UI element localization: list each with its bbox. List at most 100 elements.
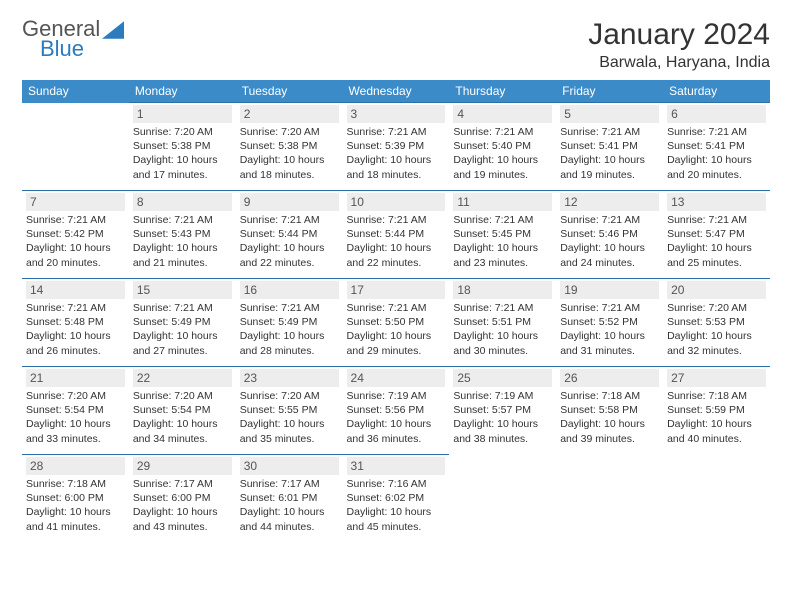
calendar-day-cell: 27 Sunrise: 7:18 AMSunset: 5:59 PMDayligh… (663, 367, 770, 455)
day-info: Sunrise: 7:21 AMSunset: 5:48 PMDaylight:… (26, 301, 125, 358)
calendar-week-row: 14 Sunrise: 7:21 AMSunset: 5:48 PMDayligh… (22, 279, 770, 367)
day-number: 26 (560, 369, 659, 387)
calendar-day-cell: 19 Sunrise: 7:21 AMSunset: 5:52 PMDayligh… (556, 279, 663, 367)
day-info: Sunrise: 7:18 AMSunset: 5:59 PMDaylight:… (667, 389, 766, 446)
calendar-day-cell: 13Sunrise: 7:21 AMSunset: 5:47 PMDayligh… (663, 191, 770, 279)
day-info: Sunrise: 7:19 AMSunset: 5:57 PMDaylight:… (453, 389, 552, 446)
calendar-day-cell: 22 Sunrise: 7:20 AMSunset: 5:54 PMDayligh… (129, 367, 236, 455)
day-number: 19 (560, 281, 659, 299)
calendar-body: 1 Sunrise: 7:20 AMSunset: 5:38 PMDaylight… (22, 103, 770, 543)
day-number: 12 (560, 193, 659, 211)
calendar-day-cell: 29 Sunrise: 7:17 AMSunset: 6:00 PMDayligh… (129, 455, 236, 543)
day-number: 25 (453, 369, 552, 387)
day-number: 14 (26, 281, 125, 299)
weekday-header: Friday (556, 80, 663, 103)
day-info: Sunrise: 7:21 AMSunset: 5:42 PMDaylight:… (26, 213, 125, 270)
calendar-week-row: 1 Sunrise: 7:20 AMSunset: 5:38 PMDaylight… (22, 103, 770, 191)
day-info: Sunrise: 7:21 AMSunset: 5:45 PMDaylight:… (453, 213, 552, 270)
day-number: 3 (347, 105, 446, 123)
calendar-day-cell: 6Sunrise: 7:21 AMSunset: 5:41 PMDaylight… (663, 103, 770, 191)
calendar-day-cell: 15 Sunrise: 7:21 AMSunset: 5:49 PMDayligh… (129, 279, 236, 367)
day-number: 21 (26, 369, 125, 387)
logo-triangle-icon (102, 21, 124, 39)
day-info: Sunrise: 7:21 AMSunset: 5:51 PMDaylight:… (453, 301, 552, 358)
weekday-header: Thursday (449, 80, 556, 103)
weekday-header: Saturday (663, 80, 770, 103)
weekday-header: Sunday (22, 80, 129, 103)
day-number: 20 (667, 281, 766, 299)
day-number: 23 (240, 369, 339, 387)
calendar-day-cell: 5Sunrise: 7:21 AMSunset: 5:41 PMDaylight… (556, 103, 663, 191)
day-number: 7 (26, 193, 125, 211)
calendar-day-cell: 9Sunrise: 7:21 AMSunset: 5:44 PMDaylight… (236, 191, 343, 279)
day-info: Sunrise: 7:20 AMSunset: 5:53 PMDaylight:… (667, 301, 766, 358)
weekday-header: Wednesday (343, 80, 450, 103)
calendar-week-row: 7 Sunrise: 7:21 AMSunset: 5:42 PMDaylight… (22, 191, 770, 279)
day-number: 22 (133, 369, 232, 387)
title-block: January 2024 Barwala, Haryana, India (588, 18, 770, 72)
weekday-header: Monday (129, 80, 236, 103)
day-number: 15 (133, 281, 232, 299)
day-info: Sunrise: 7:21 AMSunset: 5:43 PMDaylight:… (133, 213, 232, 270)
calendar-week-row: 28Sunrise: 7:18 AMSunset: 6:00 PMDayligh… (22, 455, 770, 543)
calendar-day-cell: 10Sunrise: 7:21 AMSunset: 5:44 PMDayligh… (343, 191, 450, 279)
day-info: Sunrise: 7:21 AMSunset: 5:50 PMDaylight:… (347, 301, 446, 358)
calendar-day-cell: 17 Sunrise: 7:21 AMSunset: 5:50 PMDayligh… (343, 279, 450, 367)
day-number: 29 (133, 457, 232, 475)
calendar-week-row: 21 Sunrise: 7:20 AMSunset: 5:54 PMDayligh… (22, 367, 770, 455)
day-number: 18 (453, 281, 552, 299)
calendar-day-cell: 24Sunrise: 7:19 AMSunset: 5:56 PMDayligh… (343, 367, 450, 455)
day-info: Sunrise: 7:17 AMSunset: 6:01 PMDaylight:… (240, 477, 339, 534)
day-info: Sunrise: 7:20 AMSunset: 5:54 PMDaylight:… (133, 389, 232, 446)
calendar-day-cell: 26 Sunrise: 7:18 AMSunset: 5:58 PMDayligh… (556, 367, 663, 455)
calendar-day-cell: 16Sunrise: 7:21 AMSunset: 5:49 PMDayligh… (236, 279, 343, 367)
calendar-day-cell: 2Sunrise: 7:20 AMSunset: 5:38 PMDaylight… (236, 103, 343, 191)
day-number: 11 (453, 193, 552, 211)
day-number: 10 (347, 193, 446, 211)
calendar-day-cell: 25 Sunrise: 7:19 AMSunset: 5:57 PMDayligh… (449, 367, 556, 455)
calendar-day-cell: 21 Sunrise: 7:20 AMSunset: 5:54 PMDayligh… (22, 367, 129, 455)
logo-text-blue: Blue (40, 38, 124, 60)
day-info: Sunrise: 7:21 AMSunset: 5:41 PMDaylight:… (560, 125, 659, 182)
calendar-day-cell: 20 Sunrise: 7:20 AMSunset: 5:53 PMDayligh… (663, 279, 770, 367)
calendar-day-cell: 18 Sunrise: 7:21 AMSunset: 5:51 PMDayligh… (449, 279, 556, 367)
day-number: 13 (667, 193, 766, 211)
day-info: Sunrise: 7:21 AMSunset: 5:49 PMDaylight:… (240, 301, 339, 358)
day-info: Sunrise: 7:21 AMSunset: 5:46 PMDaylight:… (560, 213, 659, 270)
calendar-day-cell: 1 Sunrise: 7:20 AMSunset: 5:38 PMDaylight… (129, 103, 236, 191)
day-info: Sunrise: 7:21 AMSunset: 5:41 PMDaylight:… (667, 125, 766, 182)
day-info: Sunrise: 7:16 AMSunset: 6:02 PMDaylight:… (347, 477, 446, 534)
day-info: Sunrise: 7:17 AMSunset: 6:00 PMDaylight:… (133, 477, 232, 534)
day-info: Sunrise: 7:18 AMSunset: 5:58 PMDaylight:… (560, 389, 659, 446)
day-info: Sunrise: 7:21 AMSunset: 5:52 PMDaylight:… (560, 301, 659, 358)
calendar-day-cell: 11 Sunrise: 7:21 AMSunset: 5:45 PMDayligh… (449, 191, 556, 279)
day-number: 27 (667, 369, 766, 387)
calendar-day-cell: 8 Sunrise: 7:21 AMSunset: 5:43 PMDaylight… (129, 191, 236, 279)
calendar-day-cell: 7 Sunrise: 7:21 AMSunset: 5:42 PMDaylight… (22, 191, 129, 279)
day-number: 1 (133, 105, 232, 123)
day-number: 2 (240, 105, 339, 123)
day-info: Sunrise: 7:21 AMSunset: 5:40 PMDaylight:… (453, 125, 552, 182)
calendar-header-row: SundayMondayTuesdayWednesdayThursdayFrid… (22, 80, 770, 103)
day-number: 17 (347, 281, 446, 299)
calendar-day-cell: 4Sunrise: 7:21 AMSunset: 5:40 PMDaylight… (449, 103, 556, 191)
calendar-day-cell: 23 Sunrise: 7:20 AMSunset: 5:55 PMDayligh… (236, 367, 343, 455)
calendar-day-cell: 31Sunrise: 7:16 AMSunset: 6:02 PMDayligh… (343, 455, 450, 543)
calendar-day-cell (556, 455, 663, 543)
weekday-header: Tuesday (236, 80, 343, 103)
calendar-day-cell: 28Sunrise: 7:18 AMSunset: 6:00 PMDayligh… (22, 455, 129, 543)
location-label: Barwala, Haryana, India (588, 54, 770, 72)
calendar-day-cell: 3 Sunrise: 7:21 AMSunset: 5:39 PMDaylight… (343, 103, 450, 191)
day-info: Sunrise: 7:20 AMSunset: 5:55 PMDaylight:… (240, 389, 339, 446)
header: General Blue January 2024 Barwala, Harya… (22, 18, 770, 72)
day-info: Sunrise: 7:21 AMSunset: 5:39 PMDaylight:… (347, 125, 446, 182)
day-info: Sunrise: 7:21 AMSunset: 5:49 PMDaylight:… (133, 301, 232, 358)
day-number: 8 (133, 193, 232, 211)
calendar-day-cell: 14 Sunrise: 7:21 AMSunset: 5:48 PMDayligh… (22, 279, 129, 367)
logo: General Blue (22, 18, 124, 60)
calendar-day-cell (663, 455, 770, 543)
day-info: Sunrise: 7:20 AMSunset: 5:38 PMDaylight:… (133, 125, 232, 182)
day-number: 28 (26, 457, 125, 475)
day-info: Sunrise: 7:20 AMSunset: 5:54 PMDaylight:… (26, 389, 125, 446)
calendar-day-cell: 12 Sunrise: 7:21 AMSunset: 5:46 PMDayligh… (556, 191, 663, 279)
